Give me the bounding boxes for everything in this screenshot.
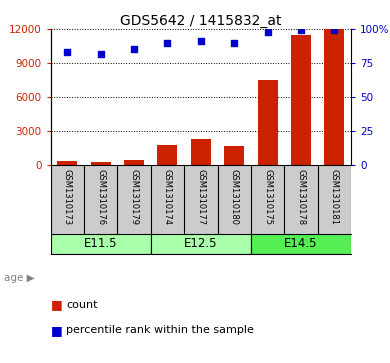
Text: ■: ■ bbox=[51, 298, 62, 311]
Text: E14.5: E14.5 bbox=[284, 237, 318, 250]
Bar bbox=[257, 80, 278, 166]
Text: ■: ■ bbox=[51, 324, 62, 337]
Bar bbox=[51, 234, 151, 254]
Text: GSM1310178: GSM1310178 bbox=[296, 169, 305, 225]
Point bbox=[98, 51, 104, 57]
Point bbox=[298, 28, 304, 33]
Title: GDS5642 / 1415832_at: GDS5642 / 1415832_at bbox=[120, 14, 282, 28]
Bar bbox=[124, 160, 144, 166]
Text: GSM1310177: GSM1310177 bbox=[196, 169, 206, 225]
Bar bbox=[91, 162, 111, 166]
Bar bbox=[224, 146, 244, 166]
Text: GSM1310179: GSM1310179 bbox=[129, 169, 138, 225]
Text: E12.5: E12.5 bbox=[184, 237, 218, 250]
Text: GSM1310176: GSM1310176 bbox=[96, 169, 105, 225]
Point bbox=[164, 40, 170, 46]
Text: age ▶: age ▶ bbox=[4, 273, 35, 283]
Bar bbox=[324, 29, 344, 166]
Bar bbox=[191, 139, 211, 166]
Text: GSM1310180: GSM1310180 bbox=[230, 169, 239, 225]
Point bbox=[331, 28, 337, 33]
Text: GSM1310174: GSM1310174 bbox=[163, 169, 172, 225]
Point bbox=[198, 38, 204, 44]
Text: GSM1310173: GSM1310173 bbox=[63, 169, 72, 225]
Bar bbox=[57, 161, 77, 166]
Text: GSM1310175: GSM1310175 bbox=[263, 169, 272, 225]
Text: E11.5: E11.5 bbox=[84, 237, 117, 250]
Point bbox=[64, 49, 71, 55]
Bar bbox=[158, 145, 177, 166]
Point bbox=[231, 40, 238, 46]
Bar bbox=[151, 234, 251, 254]
Text: GSM1310181: GSM1310181 bbox=[330, 169, 339, 225]
Bar bbox=[291, 35, 311, 166]
Point bbox=[131, 46, 137, 52]
Text: percentile rank within the sample: percentile rank within the sample bbox=[66, 325, 254, 335]
Point bbox=[264, 29, 271, 35]
Bar bbox=[251, 234, 351, 254]
Text: count: count bbox=[66, 300, 98, 310]
